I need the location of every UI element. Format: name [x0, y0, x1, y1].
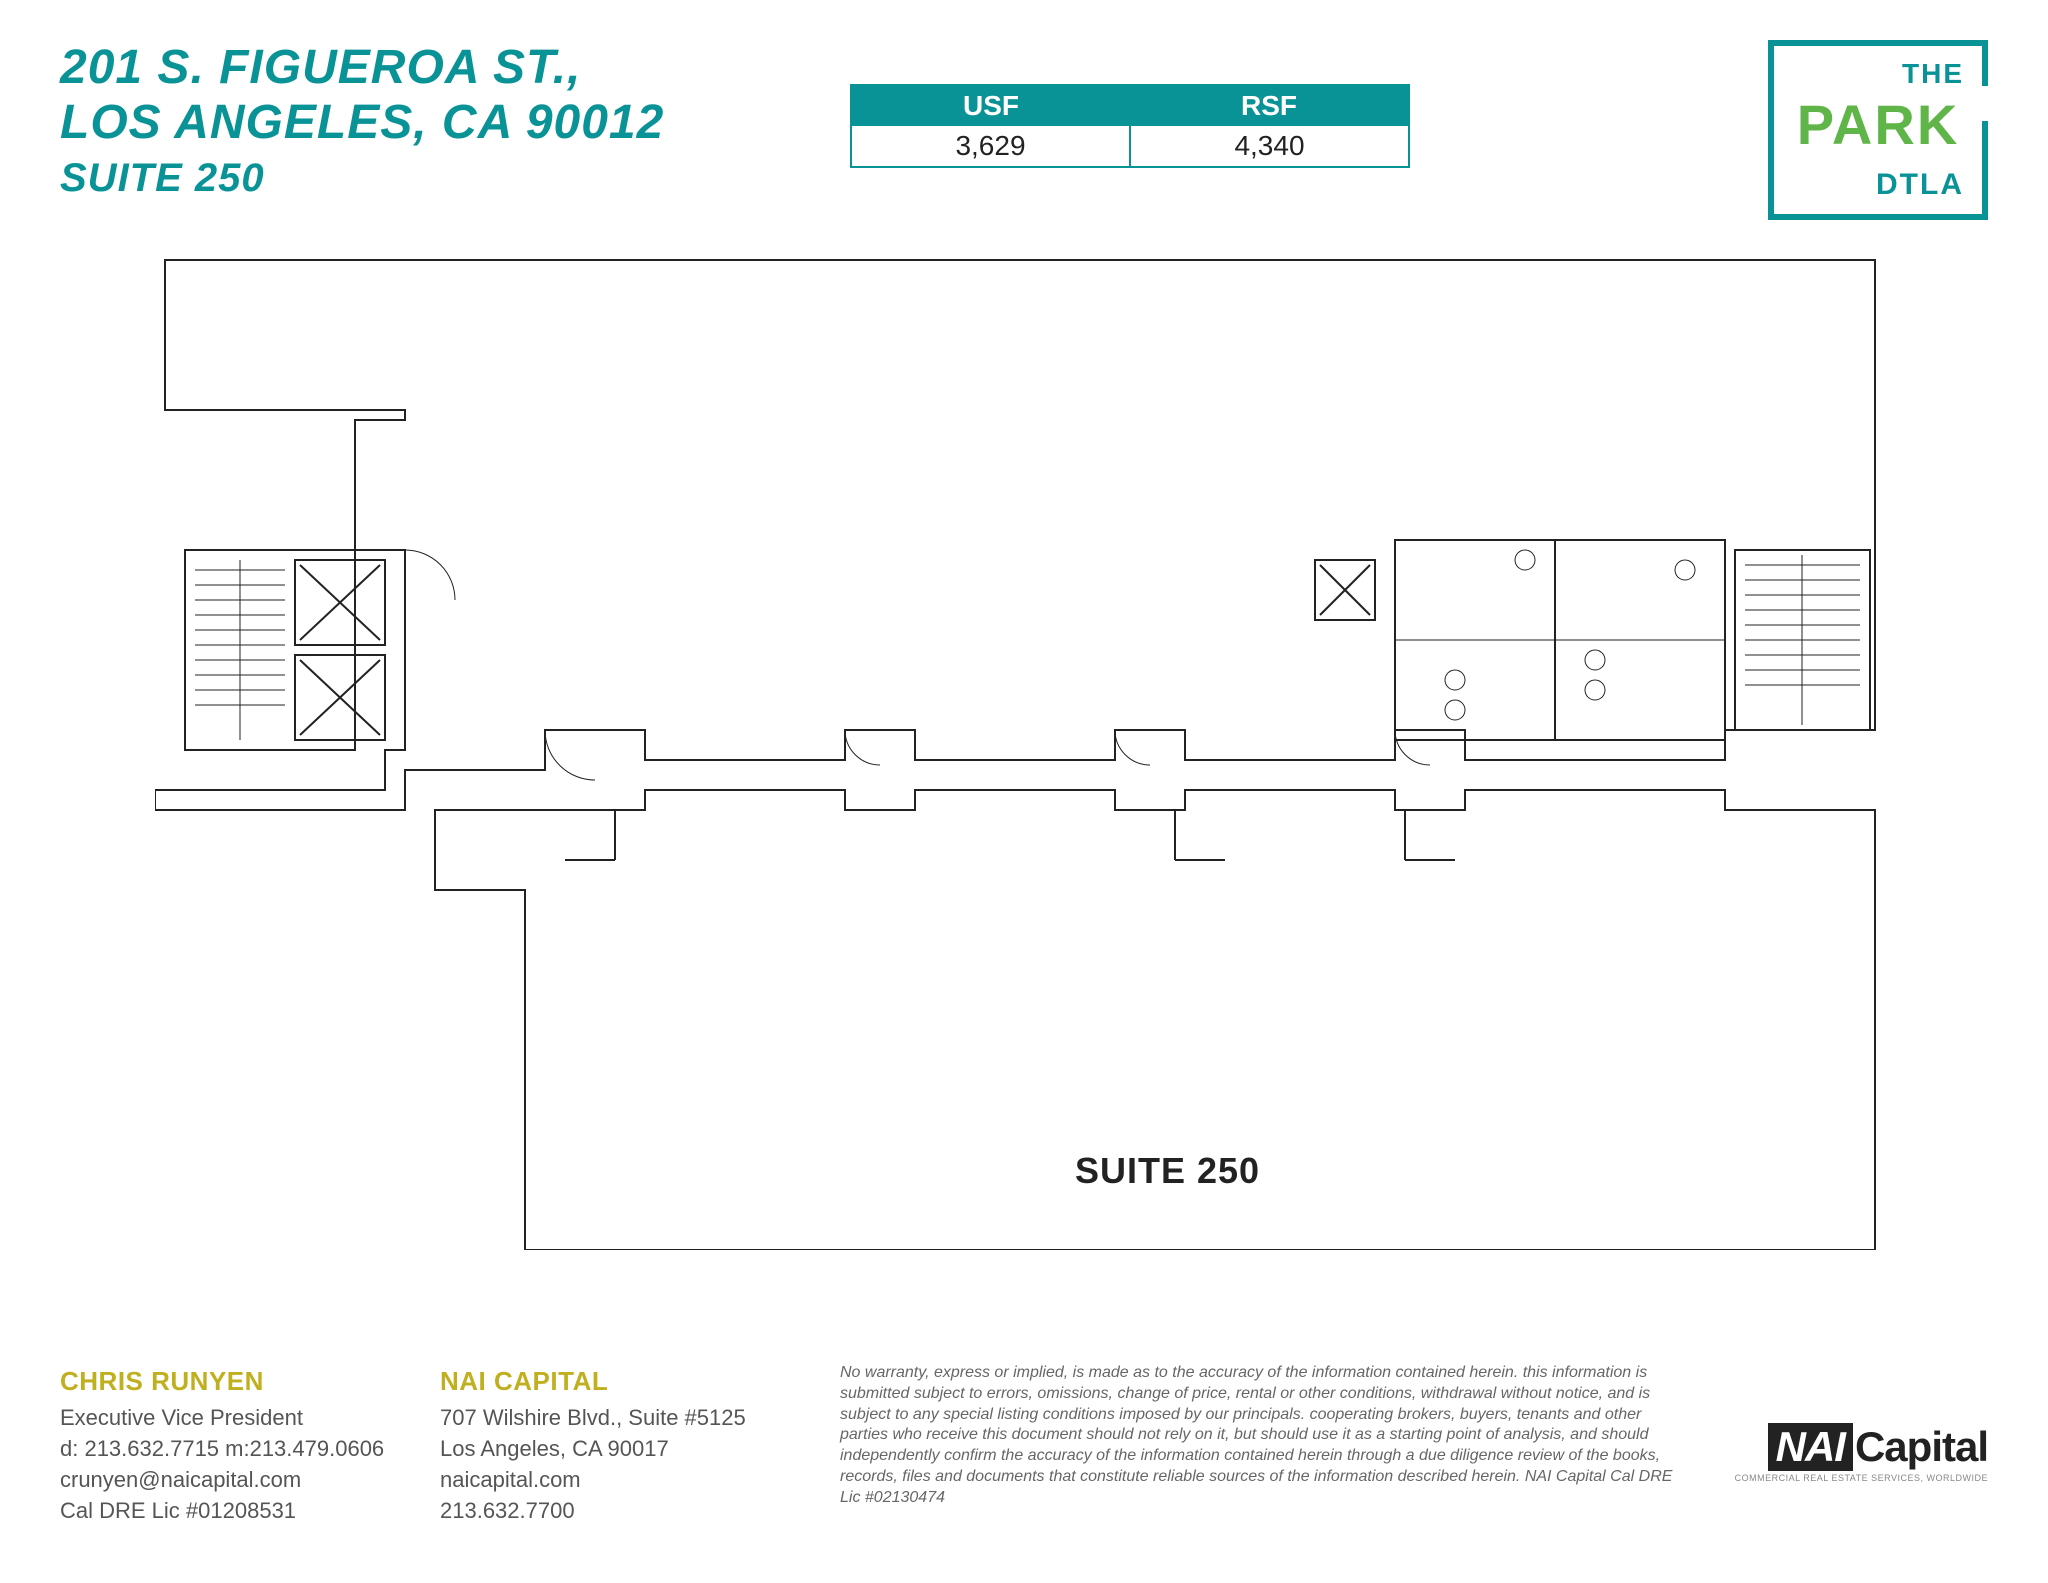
stats-table: USF RSF 3,629 4,340 [850, 84, 1410, 168]
company-name: NAI CAPITAL [440, 1363, 800, 1399]
cell-rsf: 4,340 [1130, 126, 1409, 167]
company-addr2: Los Angeles, CA 90017 [440, 1434, 800, 1465]
nai-logo-text: NAICapital [1768, 1423, 1988, 1471]
header: 201 S. FIGUEROA ST., LOS ANGELES, CA 900… [60, 40, 1988, 220]
floorplan-diagram: SUITE 250 [155, 250, 1885, 1250]
suite-label: SUITE 250 [1075, 1150, 1260, 1192]
footer: CHRIS RUNYEN Executive Vice President d:… [60, 1363, 1988, 1543]
floorplan-svg [155, 250, 1885, 1250]
contact-block: CHRIS RUNYEN Executive Vice President d:… [60, 1363, 400, 1543]
cell-usf: 3,629 [851, 126, 1130, 167]
nai-capital-word: Capital [1855, 1423, 1988, 1470]
park-dtla-logo: THE PARK DTLA [1768, 40, 1988, 220]
address-line-2: LOS ANGELES, CA 90012 [60, 95, 664, 150]
contact-name: CHRIS RUNYEN [60, 1363, 400, 1399]
contact-phones: d: 213.632.7715 m:213.479.0606 [60, 1434, 400, 1465]
logo-text-dtla: DTLA [1876, 168, 1964, 202]
address-block: 201 S. FIGUEROA ST., LOS ANGELES, CA 900… [60, 40, 664, 201]
nai-capital-logo: NAICapital COMMERCIAL REAL ESTATE SERVIC… [1728, 1363, 1988, 1543]
col-header-rsf: RSF [1130, 85, 1409, 126]
contact-email: crunyen@naicapital.com [60, 1465, 400, 1496]
company-block: NAI CAPITAL 707 Wilshire Blvd., Suite #5… [440, 1363, 800, 1543]
col-header-usf: USF [851, 85, 1130, 126]
address-line-1: 201 S. FIGUEROA ST., [60, 40, 664, 95]
logo-text-the: THE [1902, 58, 1964, 90]
company-addr1: 707 Wilshire Blvd., Suite #5125 [440, 1403, 800, 1434]
nai-tagline: COMMERCIAL REAL ESTATE SERVICES, WORLDWI… [1735, 1473, 1988, 1483]
contact-license: Cal DRE Lic #01208531 [60, 1496, 400, 1527]
suite-subtitle: SUITE 250 [60, 156, 664, 201]
contact-title: Executive Vice President [60, 1403, 400, 1434]
nai-box: NAI [1768, 1423, 1853, 1471]
company-web: naicapital.com [440, 1465, 800, 1496]
disclaimer-text: No warranty, express or implied, is made… [840, 1363, 1688, 1543]
company-phone: 213.632.7700 [440, 1496, 800, 1527]
logo-text-park: PARK [1768, 92, 1988, 157]
